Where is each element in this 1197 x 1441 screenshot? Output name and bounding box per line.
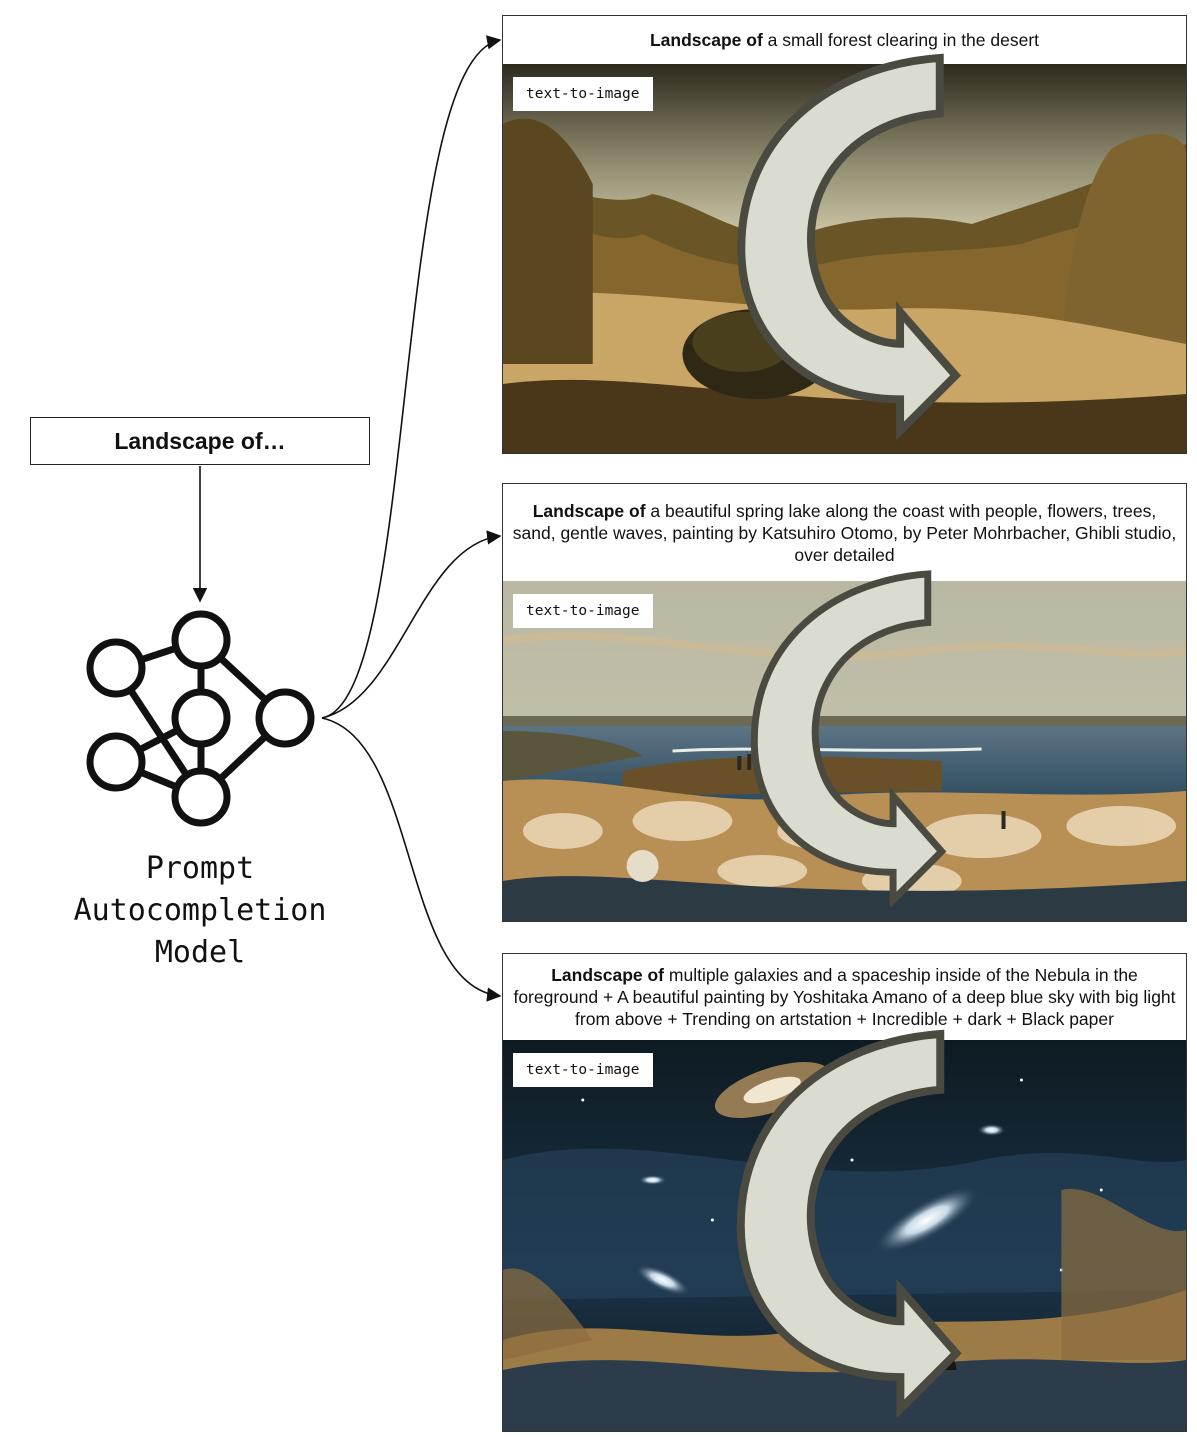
curved-arrow-icon (737, 53, 962, 439)
curved-arrow-icon (750, 570, 947, 907)
output-panel-2: Landscape of a beautiful spring lake alo… (502, 483, 1187, 922)
branch-arrow-3 (321, 717, 502, 1002)
panel-1-caption: Landscape of a small forest clearing in … (503, 16, 1186, 64)
model-label-line-1: Prompt (145, 851, 255, 886)
panel-3-caption: Landscape of multiple galaxies and a spa… (503, 954, 1186, 1040)
prompt-input-box: Landscape of… (30, 417, 370, 465)
panel-2-image: text-to-image (503, 570, 1186, 921)
panel-1-caption-completion: a small forest clearing in the desert (762, 30, 1040, 50)
panel-3-image: text-to-image (503, 1029, 1186, 1431)
galaxies-nebula-painting (503, 1040, 1186, 1431)
branch-arrow-1 (321, 35, 502, 719)
curved-arrow-icon (736, 1029, 962, 1417)
model-label-line-2: Autocompletion (73, 893, 327, 928)
panel-3-caption-completion: multiple galaxies and a spaceship inside… (513, 965, 1176, 1029)
panel-1-image: text-to-image (503, 53, 1186, 453)
output-panel-1: Landscape of a small forest clearing in … (502, 15, 1187, 454)
panel-2-caption-prefix: Landscape of (532, 500, 646, 521)
panel-2-caption: Landscape of a beautiful spring lake alo… (503, 484, 1186, 581)
panel-3-tag: text-to-image (513, 1053, 653, 1087)
panel-3-caption-prefix: Landscape of (551, 965, 665, 985)
panel-1-caption-prefix: Landscape of (649, 30, 763, 50)
panel-2-tag: text-to-image (513, 594, 653, 628)
output-panel-3: Landscape of multiple galaxies and a spa… (502, 953, 1187, 1432)
model-label: Prompt Autocompletion Model (40, 848, 360, 974)
neural-network-icon (86, 610, 315, 827)
panel-2-caption-completion: a beautiful spring lake along the coast … (512, 500, 1177, 565)
prompt-input-text: Landscape of… (114, 427, 286, 454)
panel-1-tag: text-to-image (513, 77, 653, 111)
branch-arrow-2 (321, 530, 502, 719)
model-label-line-3: Model (154, 935, 246, 970)
